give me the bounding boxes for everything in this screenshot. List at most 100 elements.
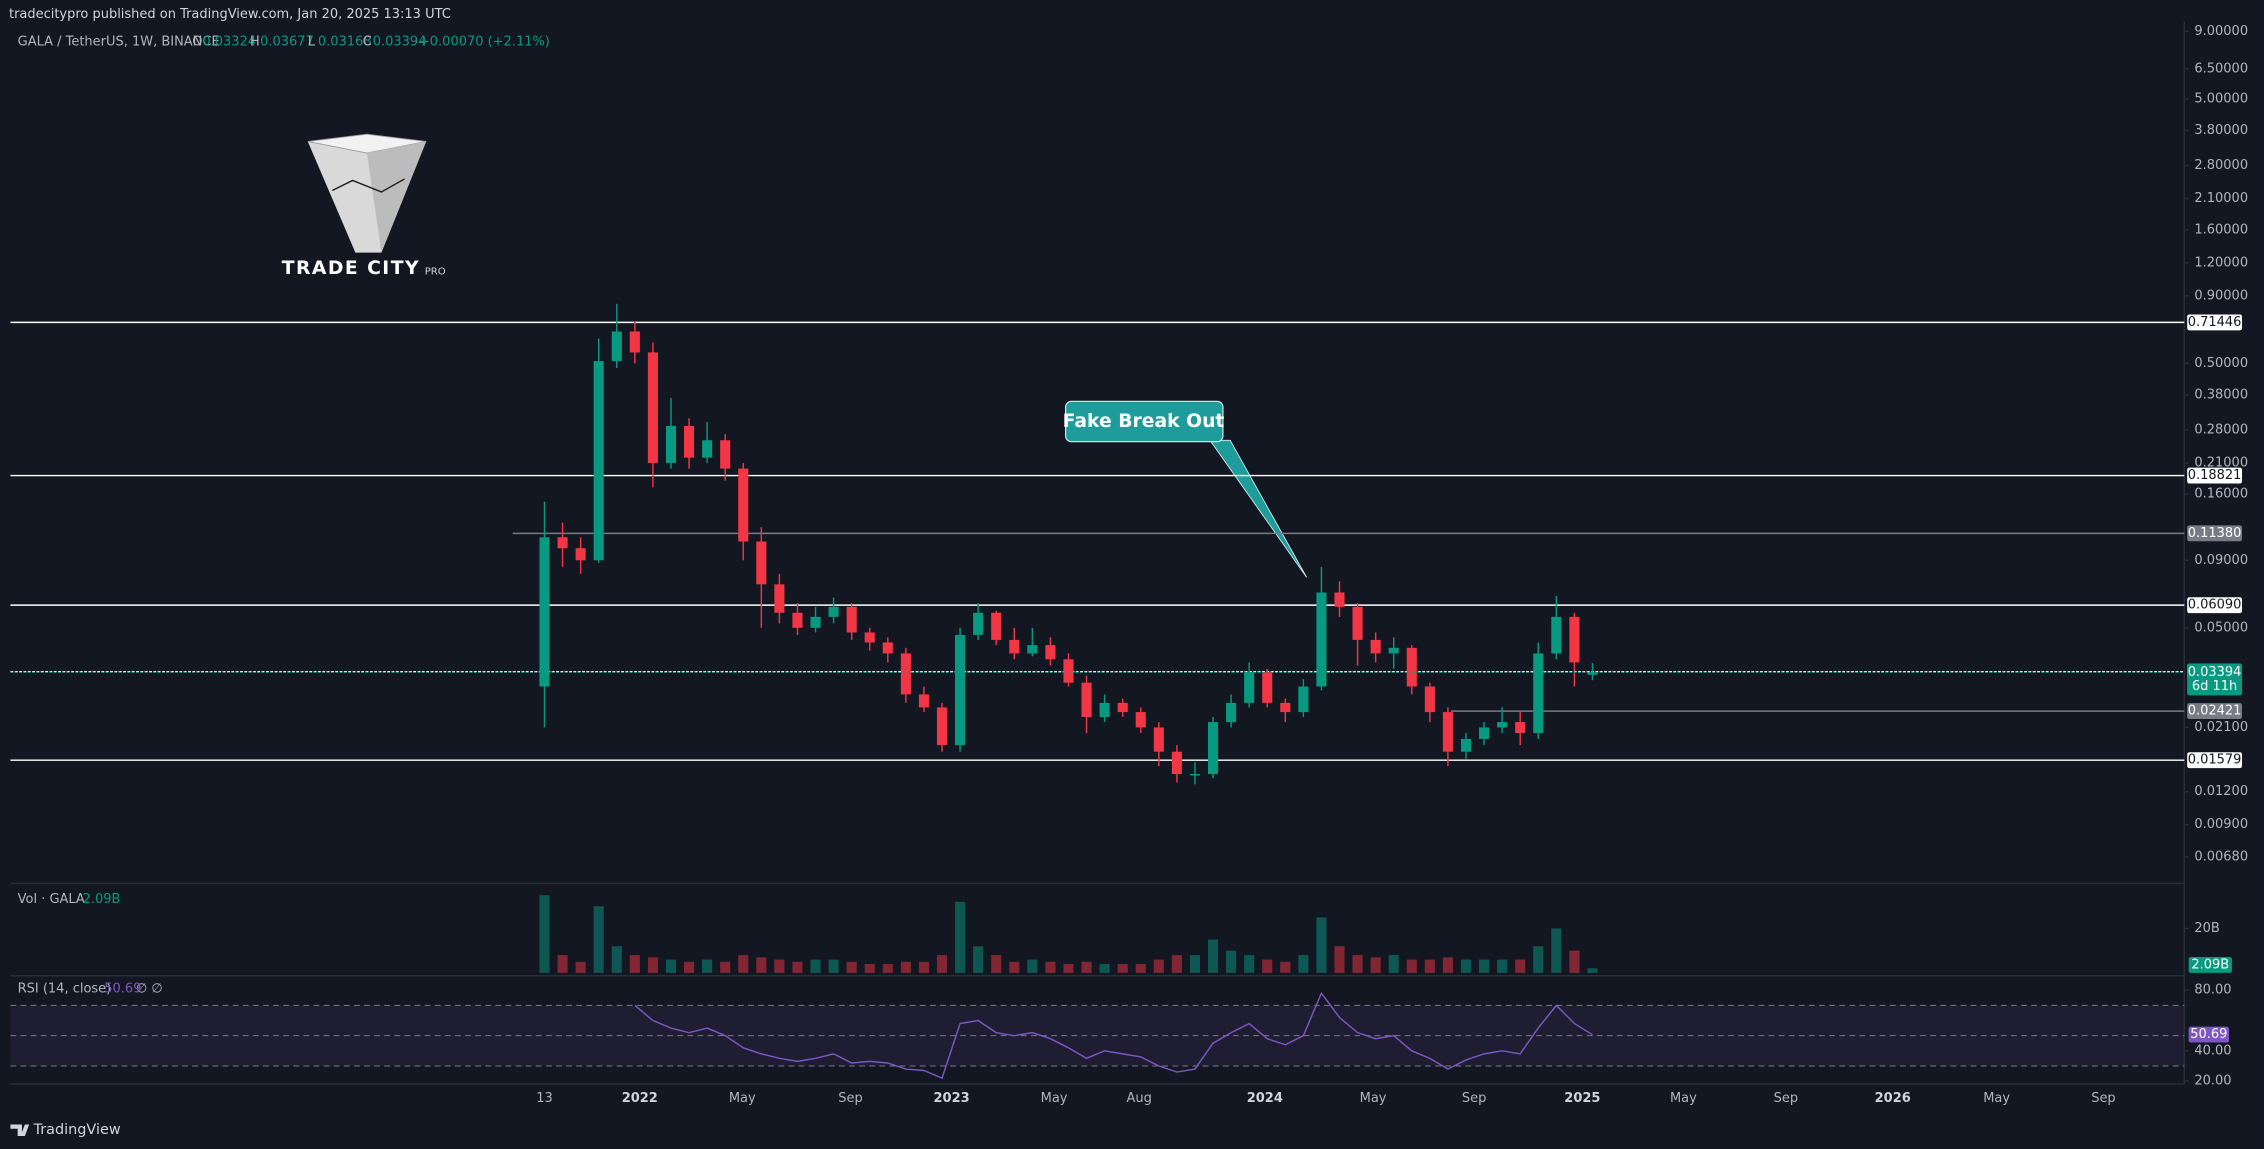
callout-box [1065,400,1224,443]
level-label-box [2187,597,2243,614]
rsi-tick-label: 80.00 [2194,983,2231,998]
volume-bar [1189,955,1201,973]
volume-bar [1424,959,1435,973]
level-label-box [2187,314,2243,331]
logo-text: TRADE CITY [282,258,420,279]
price-label-box [2187,663,2243,696]
candle-body [684,425,695,458]
y-tick-label: 0.00680 [2194,849,2248,864]
candle-body [1207,722,1219,774]
volume-bar [936,955,948,973]
rsi-axis-label: 50.69 [2190,1027,2227,1042]
x-tick-label: 13 [536,1091,553,1106]
volume-bar [1316,917,1327,973]
candle-body [1099,702,1110,717]
volume-bar [702,959,713,973]
volume-bar [1497,959,1508,973]
candle-body [702,440,713,458]
candle-body [720,440,731,469]
candle-body [1117,702,1128,713]
y-tick-label: 0.50000 [2194,356,2248,371]
volume-bar [774,959,785,973]
volume-bar [1063,964,1074,973]
candle-body [1587,672,1598,675]
level-label-box [2187,752,2243,769]
candle-body [864,632,875,643]
annotation: Fake Break Out [1063,411,1225,432]
x-tick-label: 2024 [1247,1091,1283,1106]
candle-body [1479,727,1490,739]
volume-bar [756,957,767,973]
volume-bar [1081,961,1092,973]
candle-body [665,425,677,463]
volume-bar [1352,955,1363,973]
x-tick-label: Sep [1462,1091,1486,1106]
volume-bar [1135,964,1146,973]
level-label: 0.02421 [2188,704,2242,719]
volume-legend-value: 2.09B [83,892,121,907]
level-label-box [2187,467,2243,484]
volume-bar [539,895,550,973]
footer-logo [10,1124,30,1137]
candle-body [846,606,857,633]
volume-bar [900,961,911,973]
rsi-label-box [2188,1026,2230,1043]
volume-bar [593,906,604,973]
level-label: 0.71446 [2188,315,2242,330]
volume-label-box [2188,957,2232,973]
volume-bar [684,961,695,973]
y-tick-label: 0.09000 [2194,553,2248,568]
volume-bar [846,961,857,973]
x-tick-label: May [1041,1091,1068,1106]
volume-bar [1479,959,1490,973]
y-tick-label: 0.01200 [2194,784,2248,799]
volume-bar [1009,961,1020,973]
rsi-tick-label: 20.00 [2194,1074,2231,1089]
candle-body [1370,639,1381,654]
ohlc-value: 0.03677 [260,34,314,49]
price-label: 0.03394 [2188,665,2242,680]
volume-bar [1171,955,1182,973]
volume-bar [955,901,966,973]
candle-body [1045,645,1056,660]
volume-bar [1099,964,1110,973]
volume-bar [991,955,1002,973]
symbol: GALA / TetherUS, 1W, BINANCE [18,34,220,49]
volume-bar [738,955,749,973]
level-label: 0.06090 [2188,598,2242,613]
candle-body [1569,616,1580,663]
volume-bar [1334,946,1345,973]
y-tick-label: 0.02100 [2194,720,2248,735]
published-note: tradecitypro published on TradingView.co… [9,7,451,22]
candle-body [629,331,640,353]
candle-body [1551,616,1562,654]
x-tick-label: 2025 [1564,1091,1600,1106]
candle-body [1515,722,1526,734]
candle-body [1226,702,1237,723]
y-tick-label: 0.16000 [2194,487,2248,502]
y-tick-label: 2.80000 [2194,158,2248,173]
level-label: 0.11380 [2188,526,2242,541]
level-label-box [2187,525,2243,542]
candle-body [539,537,550,687]
logo-sub: PRO [425,266,446,277]
candle-body [1244,672,1255,703]
candle-body [1135,712,1146,728]
candle-body [918,694,929,708]
volume-bar [1117,964,1128,973]
x-tick-label: Sep [1774,1091,1798,1106]
volume-legend: Vol · GALA [18,892,85,907]
y-tick-label: 0.21000 [2194,455,2248,470]
candle-body [810,616,821,628]
level-label: 0.18821 [2188,468,2242,483]
volume-bar [918,961,929,973]
candle-body [1171,751,1182,774]
x-tick-label: Aug [1127,1091,1152,1106]
volume-bar [1280,961,1291,973]
candle-body [1406,647,1417,687]
candle-body [1424,686,1435,713]
x-tick-label: 2022 [622,1091,658,1106]
volume-bar [810,959,821,973]
candle-body [575,548,586,561]
volume-bar [1370,957,1381,973]
